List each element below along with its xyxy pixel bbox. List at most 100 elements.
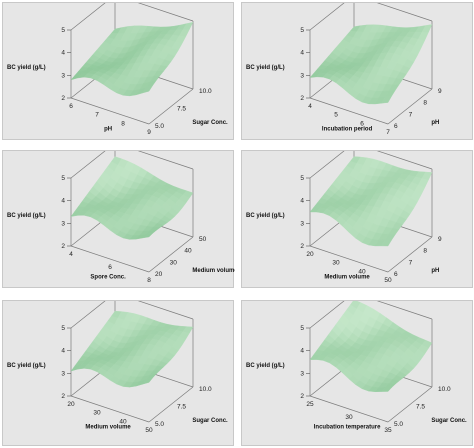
panel-4: 2 3 4 5 BC yield (g/L) 20 30 40 50 Medium volume 6…: [241, 150, 473, 288]
box-edge-1-1: [70, 97, 150, 125]
box-edge-3-9: [70, 151, 106, 179]
box-edge-2-8: [376, 3, 433, 22]
y-tick-label-3-1: 20: [155, 271, 163, 278]
box-edge-5-9: [70, 301, 106, 329]
y-tick-label-4-3: 8: [423, 248, 427, 255]
y-tick-label-1-3: 10.0: [199, 88, 212, 95]
z-tick-label-5-2: 3: [61, 370, 65, 377]
surface-5: [70, 310, 194, 388]
x-tick-label-1-1: 6: [69, 103, 73, 110]
box-edge-3-1: [70, 245, 150, 273]
box-edge-1-8: [137, 3, 194, 22]
x-tick-label-2-3: 6: [360, 120, 364, 127]
y-axis-label-1: Sugar Conc.: [192, 120, 228, 126]
box-edge-6-2: [387, 386, 433, 423]
panel-6: 2 3 4 5 BC yield (g/L) 25 30 35 Incubation tempe…: [241, 300, 473, 446]
z-tick-label-1-3: 4: [61, 50, 65, 57]
panel-2: 2 3 4 5 BC yield (g/L) 4 5 6 7 Incubation period 6…: [241, 2, 473, 140]
surface-4: [309, 156, 433, 247]
y-tick-label-6-3: 10.0: [438, 386, 451, 393]
box-edge-2-1: [309, 97, 389, 125]
z-tick-label-5-1: 2: [61, 393, 65, 400]
box-edge-1-2: [148, 88, 194, 125]
surface-cell-2-144: [381, 95, 393, 104]
x-tick-label-5-3: 40: [119, 418, 127, 425]
box-edge-2-2: [387, 88, 433, 125]
box-edge-5-1: [70, 395, 150, 423]
x-tick-label-3-2: 6: [108, 264, 112, 271]
x-axis-label-6: Incubation temperature: [314, 425, 381, 431]
y-tick-label-3-2: 30: [170, 259, 178, 266]
y-tick-label-2-4: 9: [438, 88, 442, 95]
x-axis-label-1: pH: [104, 127, 112, 133]
z-tick-label-4-2: 3: [300, 220, 304, 227]
y-tick-label-4-1: 6: [394, 271, 398, 278]
x-axis-label-4: Medium volume: [324, 275, 370, 281]
z-tick-label-3-4: 5: [61, 175, 65, 182]
panel-3: 2 3 4 5 BC yield (g/L) 4 6 8 Spore Conc. 20 30 40 50…: [2, 150, 235, 288]
surface-3: [70, 156, 194, 240]
box-edge-6-8: [376, 301, 433, 320]
surface-cell-1-144: [142, 85, 154, 94]
z-tick-label-2-1: 2: [300, 95, 304, 102]
box-edge-3-8: [137, 151, 194, 170]
y-tick-label-4-4: 9: [438, 236, 442, 243]
surface-cell-6-144: [381, 387, 393, 392]
box-edge-5-8: [137, 301, 194, 320]
box-edge-6-1: [309, 395, 389, 423]
surface-cell-3-144: [141, 233, 154, 239]
z-tick-label-4-1: 2: [300, 243, 304, 250]
panel-1: 2 3 4 5 BC yield (g/L) 6 7 8 9 pH 5.0 7.5 10.0 Sugar …: [2, 2, 234, 140]
box-edge-5-2: [148, 386, 194, 423]
surface-cell-5-144: [141, 377, 154, 385]
z-axis-label-5: BC yield (g/L): [7, 363, 46, 369]
z-tick-label-6-4: 5: [300, 325, 304, 332]
x-tick-label-1-2: 7: [95, 112, 99, 119]
z-tick-label-4-3: 4: [300, 198, 304, 205]
y-tick-label-1-1: 5.0: [155, 123, 164, 130]
y-tick-label-3-3: 40: [184, 248, 192, 255]
z-tick-label-1-2: 3: [61, 72, 65, 79]
z-axis-label-2: BC yield (g/L): [246, 65, 285, 71]
y-tick-label-5-3: 10.0: [199, 386, 212, 393]
z-axis-label-3: BC yield (g/L): [7, 213, 46, 219]
surface-chart-5: 2 3 4 5 BC yield (g/L) 20 30 40 50 Medium volume 5…: [7, 301, 228, 434]
z-axis-label-1: BC yield (g/L): [7, 65, 46, 71]
x-tick-label-4-4: 50: [384, 277, 392, 284]
x-axis-label-5: Medium volume: [85, 425, 131, 431]
y-tick-label-2-3: 8: [423, 100, 427, 107]
y-tick-label-1-2: 7.5: [177, 106, 186, 113]
surface-chart-4: 2 3 4 5 BC yield (g/L) 20 30 40 50 Medium volume 6…: [246, 151, 442, 284]
x-tick-label-2-2: 5: [334, 112, 338, 119]
box-edge-4-9: [309, 151, 345, 179]
z-tick-label-6-2: 3: [300, 370, 304, 377]
x-axis-label-2: Incubation period: [322, 127, 373, 133]
z-tick-label-6-1: 2: [300, 393, 304, 400]
surface-2: [309, 24, 433, 105]
z-tick-label-1-1: 2: [61, 95, 65, 102]
x-tick-label-2-4: 7: [386, 129, 390, 136]
x-tick-label-6-1: 25: [306, 401, 314, 408]
z-tick-label-6-3: 4: [300, 348, 304, 355]
y-tick-label-6-2: 7.5: [416, 404, 425, 411]
y-axis-label-4: pH: [431, 268, 439, 274]
z-tick-label-3-2: 3: [61, 220, 65, 227]
box-edge-3-2: [148, 236, 194, 273]
z-tick-label-3-3: 4: [61, 198, 65, 205]
y-tick-label-5-2: 7.5: [177, 404, 186, 411]
x-tick-label-6-2: 30: [345, 414, 353, 421]
z-tick-label-2-4: 5: [300, 27, 304, 34]
panel-5: 2 3 4 5 BC yield (g/L) 20 30 40 50 Medium volume 5…: [2, 300, 234, 446]
y-tick-label-5-1: 5.0: [155, 421, 164, 428]
z-tick-label-1-4: 5: [61, 27, 65, 34]
x-tick-label-6-3: 35: [384, 427, 392, 434]
z-tick-label-2-3: 4: [300, 50, 304, 57]
x-tick-label-5-1: 20: [67, 401, 75, 408]
z-tick-label-5-3: 4: [61, 348, 65, 355]
x-tick-label-1-4: 9: [147, 129, 151, 136]
z-tick-label-2-2: 3: [300, 72, 304, 79]
y-axis-label-5: Sugar Conc.: [192, 418, 228, 424]
y-tick-label-3-4: 50: [199, 236, 207, 243]
box-edge-4-2: [387, 236, 433, 273]
